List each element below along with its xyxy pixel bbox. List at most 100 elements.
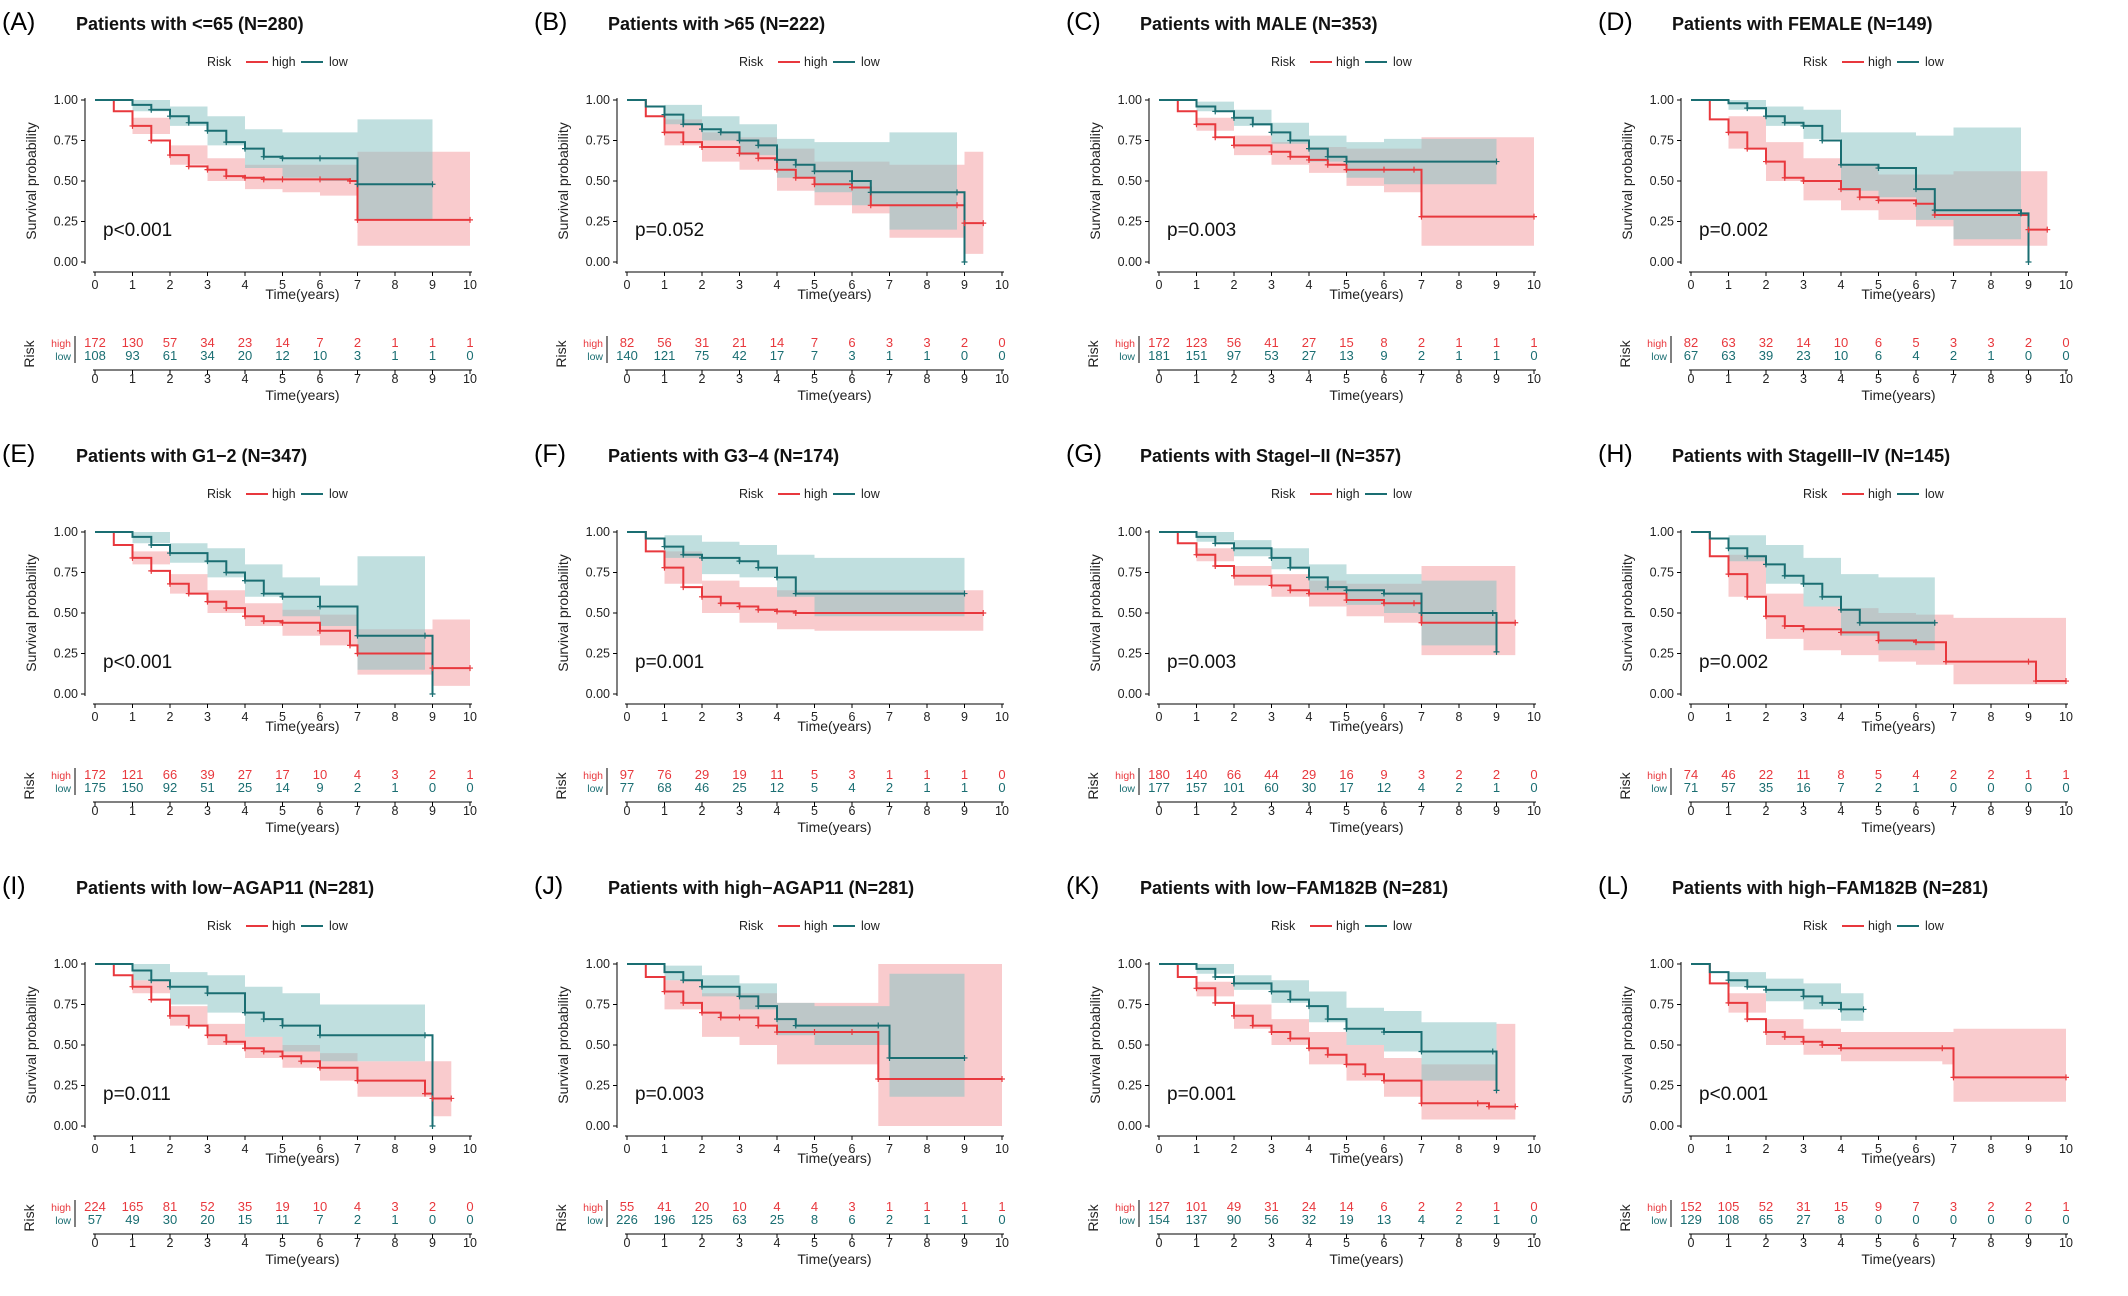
censor-mark-low xyxy=(148,106,155,113)
censor-mark-low xyxy=(167,983,173,990)
risk-count-low: 157 xyxy=(1186,780,1208,795)
risk-count-high: 0 xyxy=(466,1199,473,1214)
censor-mark-high xyxy=(875,1076,882,1083)
x-tick-label: 9 xyxy=(1493,1142,1500,1156)
x-tick-label: 5 xyxy=(1343,1142,1350,1156)
risk-row-high-label: high xyxy=(1115,338,1135,350)
risk-count-low: 1 xyxy=(923,348,930,363)
x-tick-label: 8 xyxy=(1456,710,1463,724)
risk-count-high: 56 xyxy=(657,335,671,350)
risk-count-high: 49 xyxy=(1227,1199,1241,1214)
censor-mark-high xyxy=(680,999,687,1006)
legend-title: Risk xyxy=(1803,487,1828,501)
risk-count-low: 151 xyxy=(1186,348,1208,363)
risk-x-tick-label: 6 xyxy=(1381,372,1388,386)
x-tick-label: 2 xyxy=(167,1142,174,1156)
risk-count-low: 20 xyxy=(238,348,252,363)
x-tick-label: 5 xyxy=(1343,278,1350,292)
risk-count-high: 1 xyxy=(466,335,473,350)
risk-count-high: 15 xyxy=(1834,1199,1848,1214)
p-value: p=0.001 xyxy=(635,652,704,673)
risk-count-high: 2 xyxy=(2025,1199,2032,1214)
ci-band-high xyxy=(1159,964,1516,1120)
risk-x-tick-label: 1 xyxy=(1193,804,1200,818)
censor-mark-high xyxy=(1381,1077,1387,1084)
censor-mark-low xyxy=(204,558,211,565)
risk-axis-title: Risk xyxy=(1617,771,1633,799)
risk-x-tick-label: 10 xyxy=(995,804,1009,818)
x-tick-label: 5 xyxy=(279,710,286,724)
risk-count-high: 20 xyxy=(695,1199,709,1214)
risk-x-tick-label: 7 xyxy=(1418,804,1425,818)
risk-x-tick-label: 6 xyxy=(849,1236,856,1250)
risk-count-high: 1 xyxy=(998,1199,1005,1214)
risk-count-low: 63 xyxy=(1721,348,1735,363)
censor-mark-high xyxy=(1418,619,1425,626)
risk-x-tick-label: 10 xyxy=(463,804,477,818)
censor-mark-low xyxy=(699,983,705,990)
risk-count-high: 1 xyxy=(2025,767,2032,782)
x-tick-label: 9 xyxy=(429,710,436,724)
legend-title: Risk xyxy=(207,55,232,69)
censor-mark-high xyxy=(736,1014,743,1021)
risk-count-high: 2 xyxy=(429,1199,436,1214)
risk-x-tick-label: 0 xyxy=(92,372,99,386)
y-tick-label: 0.25 xyxy=(1118,1079,1142,1093)
censor-mark-low xyxy=(1231,114,1237,121)
risk-x-tick-label: 3 xyxy=(1800,372,1807,386)
risk-x-tick-label: 1 xyxy=(129,372,136,386)
censor-mark-high xyxy=(1781,1033,1788,1040)
ci-band-low xyxy=(1691,964,1864,1021)
censor-mark-high xyxy=(736,603,743,610)
risk-x-tick-label: 3 xyxy=(204,1236,211,1250)
x-tick-label: 9 xyxy=(2025,278,2032,292)
censor-mark-high xyxy=(148,567,155,574)
risk-count-low: 51 xyxy=(200,780,214,795)
risk-count-low: 17 xyxy=(1339,780,1353,795)
x-axis-title: Time(years) xyxy=(265,1150,339,1166)
x-tick-label: 7 xyxy=(354,278,361,292)
x-tick-label: 4 xyxy=(774,710,781,724)
x-tick-label: 9 xyxy=(961,1142,968,1156)
y-tick-label: 0.75 xyxy=(586,134,610,148)
legend: Risk high low xyxy=(207,487,349,501)
risk-x-tick-label: 10 xyxy=(463,1236,477,1250)
risk-count-low: 63 xyxy=(732,1212,746,1227)
risk-count-high: 81 xyxy=(163,1199,177,1214)
censor-mark-high xyxy=(260,618,267,625)
risk-count-high: 63 xyxy=(1721,335,1735,350)
risk-count-high: 1 xyxy=(2062,1199,2069,1214)
risk-row-high-label: high xyxy=(1647,1202,1667,1214)
censor-mark-low xyxy=(1763,561,1769,568)
risk-x-tick-label: 7 xyxy=(886,372,893,386)
risk-count-high: 1 xyxy=(886,1199,893,1214)
censor-mark-high xyxy=(1193,551,1200,558)
censor-mark-low xyxy=(1763,113,1769,120)
risk-x-tick-label: 1 xyxy=(1725,372,1732,386)
y-tick-label: 0.00 xyxy=(1118,255,1142,269)
risk-count-high: 9 xyxy=(1875,1199,1882,1214)
censor-mark-low xyxy=(774,574,780,581)
censor-mark-low xyxy=(279,155,286,162)
censor-mark-low xyxy=(1856,619,1863,626)
censor-mark-low xyxy=(422,632,428,639)
risk-count-high: 127 xyxy=(1148,1199,1170,1214)
panel-label: (F) xyxy=(534,440,566,468)
censor-mark-high xyxy=(223,173,230,180)
risk-x-tick-label: 4 xyxy=(1306,804,1313,818)
censor-mark-low xyxy=(774,156,780,163)
risk-count-high: 3 xyxy=(391,1199,398,1214)
risk-count-low: 20 xyxy=(200,1212,214,1227)
y-axis-title: Survival probability xyxy=(1087,554,1103,672)
risk-count-low: 4 xyxy=(1418,1212,1425,1227)
risk-count-low: 2 xyxy=(886,780,893,795)
risk-count-high: 180 xyxy=(1148,767,1170,782)
risk-count-high: 11 xyxy=(770,767,784,782)
ci-band-high xyxy=(95,964,452,1117)
p-value: p=0.002 xyxy=(1699,652,1768,673)
risk-count-low: 90 xyxy=(1227,1212,1241,1227)
x-tick-label: 7 xyxy=(886,710,893,724)
risk-x-tick-label: 8 xyxy=(1988,372,1995,386)
